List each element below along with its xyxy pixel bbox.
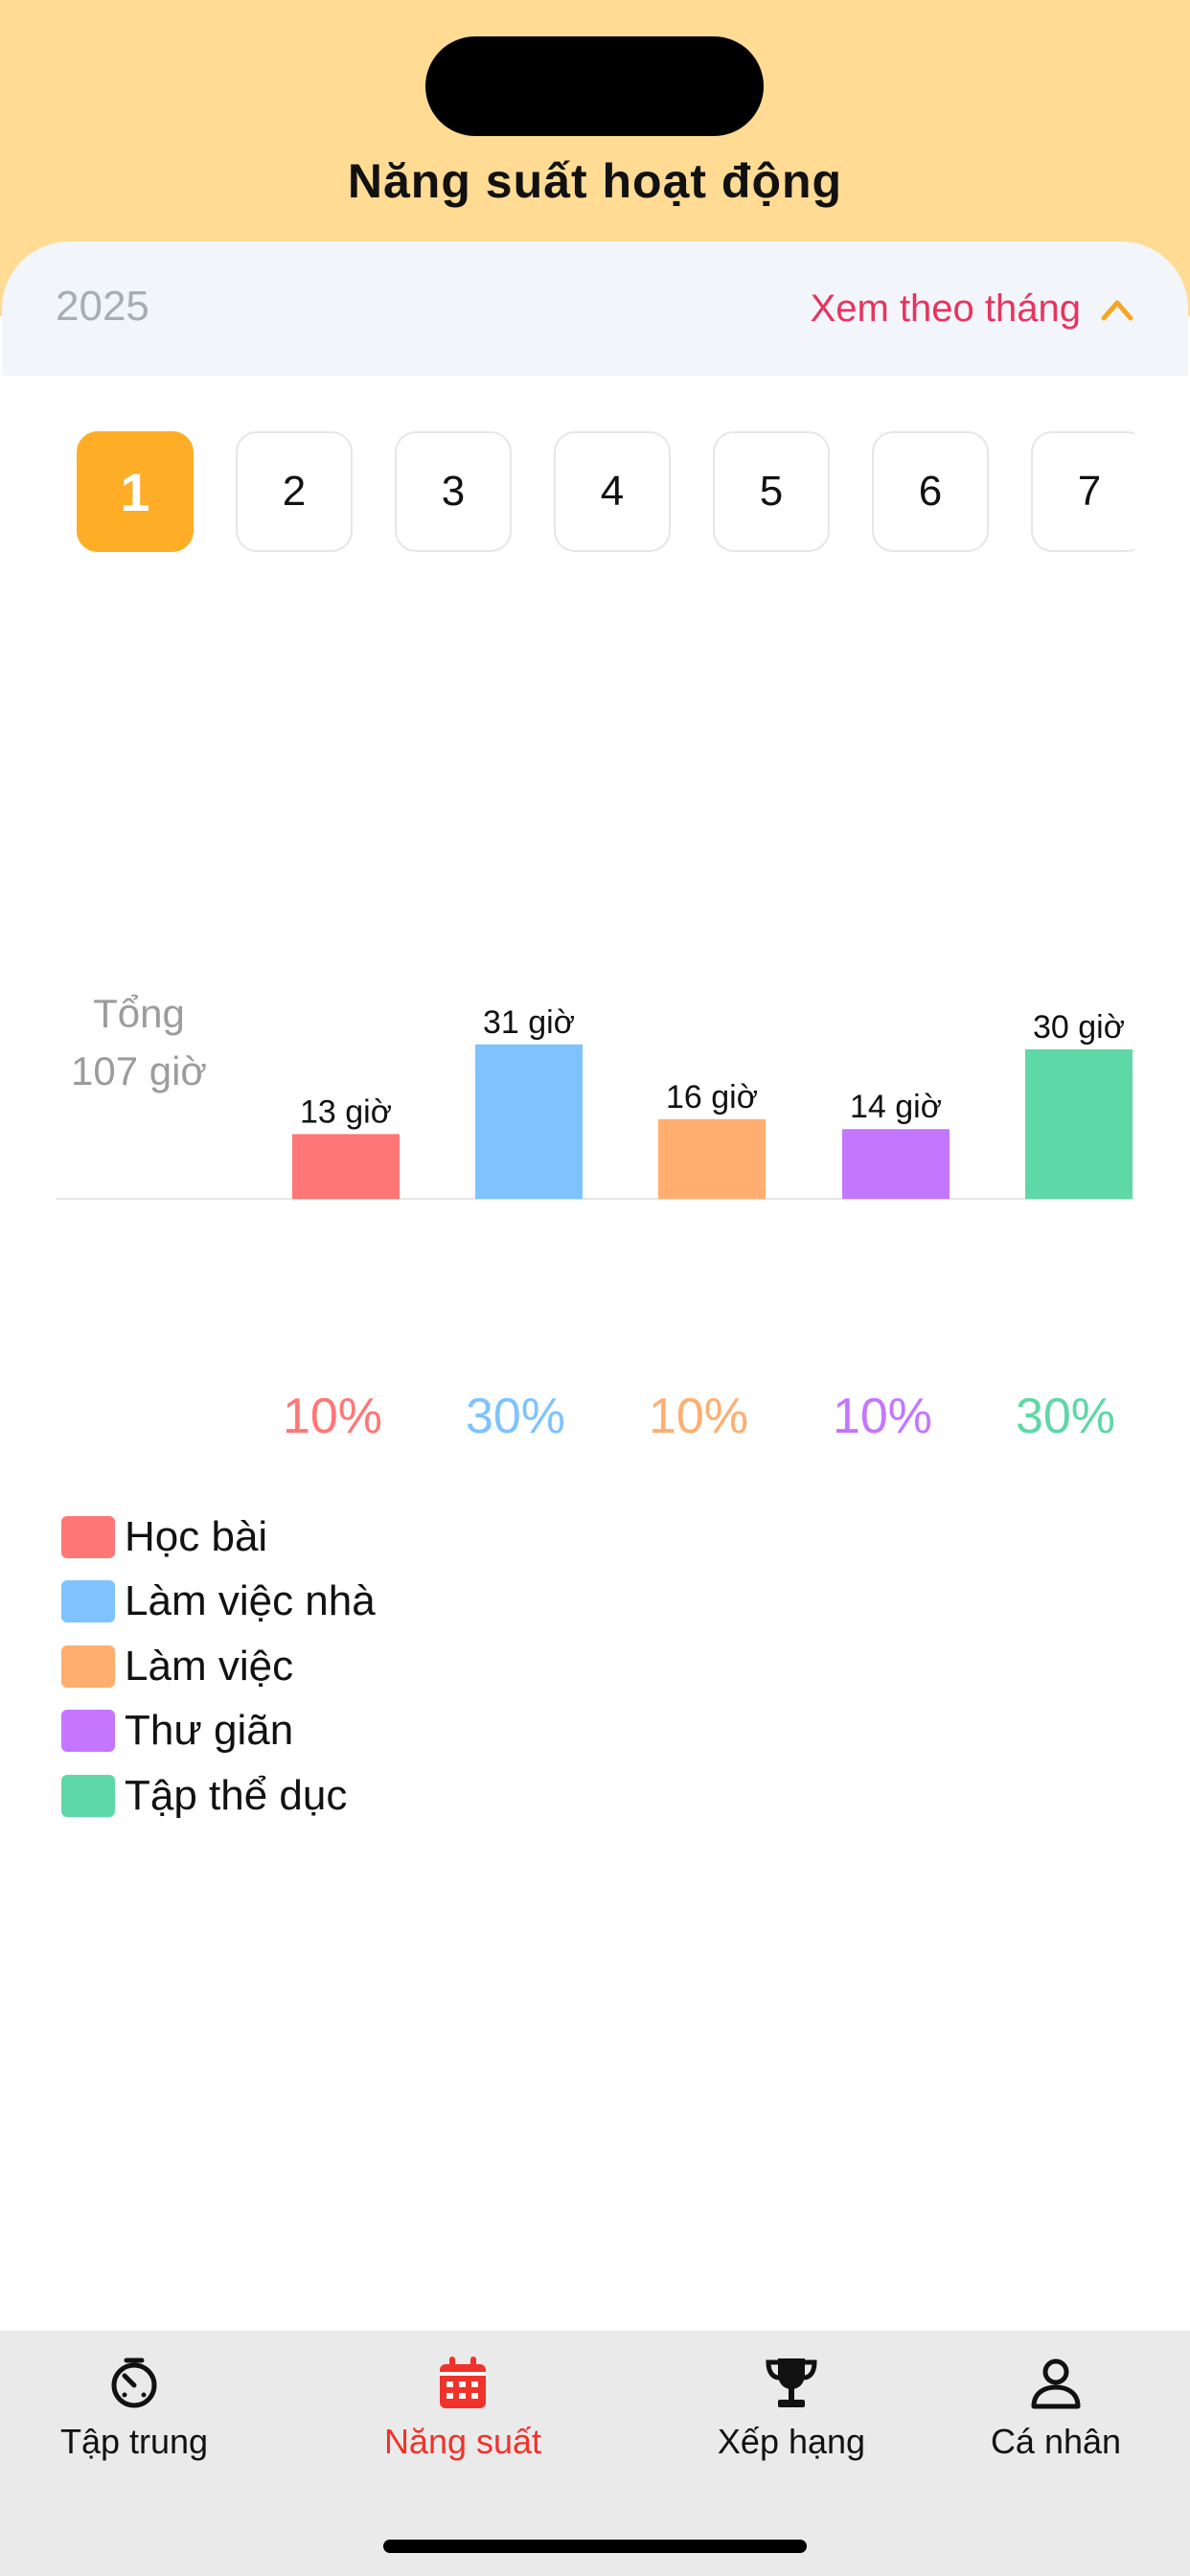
chevron-up-icon	[1101, 300, 1133, 320]
bar-value-label: 13 giờ	[300, 1093, 392, 1130]
month-chip-4[interactable]: 4	[554, 431, 671, 552]
legend-item-hoc-bai: Học bài	[61, 1505, 376, 1570]
view-by-month-toggle[interactable]: Xem theo tháng	[811, 288, 1134, 331]
tab-nang-suat[interactable]: Năng suất	[348, 2353, 578, 2462]
chart-bar[interactable]	[1025, 1049, 1133, 1199]
year-label[interactable]: 2025	[56, 283, 149, 330]
legend-swatch	[61, 1710, 115, 1753]
tab-tap-trung[interactable]: Tập trung	[19, 2353, 249, 2462]
view-by-month-label: Xem theo tháng	[810, 288, 1081, 330]
legend-swatch	[61, 1774, 115, 1817]
percent-label: 10%	[648, 1389, 749, 1444]
bar-value-label: 31 giờ	[483, 1004, 575, 1041]
activity-bar-chart: 13 giờ 31 giờ 16 giờ 14 giờ 30 giờ	[0, 958, 1190, 1495]
legend-label: Học bài	[125, 1512, 268, 1560]
bar-chart-svg: 13 giờ 31 giờ 16 giờ 14 giờ 30 giờ	[56, 1004, 1134, 1200]
home-indicator	[383, 2540, 807, 2553]
legend-swatch	[61, 1580, 115, 1623]
legend-label: Tập thể dục	[125, 1771, 348, 1819]
tab-label: Năng suất	[383, 2422, 542, 2461]
chart-bar[interactable]	[842, 1129, 950, 1199]
percent-label: 30%	[1015, 1389, 1116, 1444]
bar-value-label: 16 giờ	[666, 1079, 758, 1116]
bar-value-label: 14 giờ	[850, 1089, 942, 1125]
chart-bar[interactable]	[475, 1044, 583, 1199]
month-chip-5[interactable]: 5	[713, 431, 830, 552]
total-value: 107 giờ	[71, 1048, 207, 1093]
tab-label: Cá nhân	[990, 2422, 1122, 2461]
chart-legend: Học bài Làm việc nhà Làm việc Thư giãn T…	[61, 1505, 376, 1828]
page-title: Năng suất hoạt động	[347, 154, 843, 208]
total-label: Tổng	[93, 991, 185, 1036]
trophy-icon	[766, 2358, 817, 2407]
percent-label: 30%	[465, 1389, 566, 1444]
month-chip-3[interactable]: 3	[395, 431, 512, 552]
legend-item-tap-the-duc: Tập thể dục	[61, 1763, 376, 1828]
tab-ca-nhan[interactable]: Cá nhân	[941, 2353, 1171, 2462]
chart-bar[interactable]	[292, 1134, 400, 1199]
month-chip-6[interactable]: 6	[872, 431, 989, 552]
calendar-icon	[440, 2357, 486, 2408]
legend-swatch	[61, 1644, 115, 1688]
legend-item-thu-gian: Thư giãn	[61, 1699, 376, 1764]
legend-label: Làm việc nhà	[125, 1577, 376, 1625]
person-icon	[1031, 2358, 1081, 2409]
percent-label: 10%	[832, 1389, 933, 1444]
bar-value-label: 30 giờ	[1033, 1009, 1125, 1046]
tab-label: Xếp hạng	[717, 2422, 866, 2461]
percent-label: 10%	[282, 1389, 383, 1444]
month-chip-1[interactable]: 1	[77, 431, 194, 552]
tab-label: Tập trung	[59, 2422, 209, 2461]
legend-item-lam-viec-nha: Làm việc nhà	[61, 1570, 376, 1635]
total-summary: Tổng 107 giờ	[38, 985, 240, 1100]
chart-bar[interactable]	[658, 1118, 766, 1199]
bottom-tab-bar	[0, 2331, 1190, 2576]
timer-icon	[111, 2358, 157, 2408]
month-chip-2[interactable]: 2	[236, 431, 353, 552]
legend-label: Thư giãn	[125, 1707, 294, 1755]
tab-xep-hang[interactable]: Xếp hạng	[676, 2353, 906, 2462]
legend-item-lam-viec: Làm việc	[61, 1634, 376, 1699]
legend-label: Làm việc	[125, 1642, 294, 1690]
camera-notch	[425, 36, 764, 136]
year-bar	[2, 242, 1188, 376]
month-selector: 1 2 3 4 5 6 7	[0, 431, 1134, 556]
legend-swatch	[61, 1515, 115, 1558]
month-chip-7[interactable]: 7	[1031, 431, 1134, 552]
